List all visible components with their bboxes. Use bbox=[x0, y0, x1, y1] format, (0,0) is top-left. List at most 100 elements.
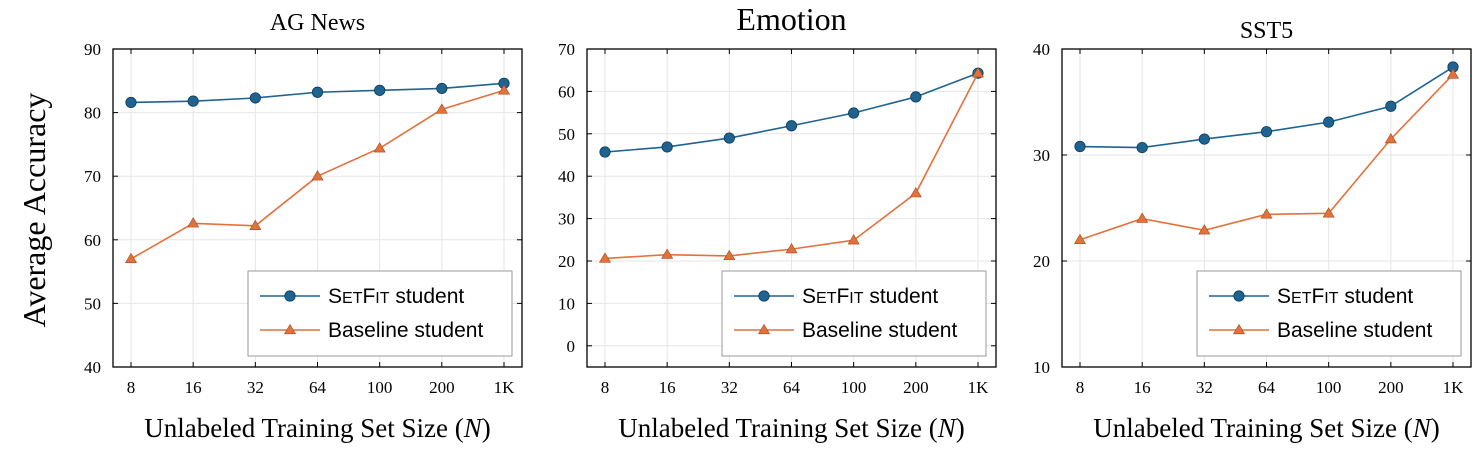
data-point bbox=[436, 82, 448, 95]
y-tick-label: 60 bbox=[558, 82, 575, 101]
chart-title: SST5 bbox=[1240, 18, 1293, 44]
x-tick-label: 16 bbox=[185, 378, 202, 397]
x-tick-label: 64 bbox=[783, 378, 801, 397]
data-point bbox=[785, 243, 798, 254]
legend-name-part: S bbox=[1277, 285, 1291, 308]
series-baseline-student bbox=[124, 84, 511, 264]
data-point bbox=[1073, 233, 1087, 244]
data-point bbox=[1384, 133, 1397, 144]
data-point bbox=[723, 132, 735, 144]
data-point bbox=[785, 120, 798, 132]
legend-marker bbox=[757, 323, 771, 335]
data-point bbox=[311, 86, 324, 98]
x-axis-label: Unlabeled Training Set Size (N) bbox=[144, 413, 490, 443]
data-point bbox=[1446, 68, 1460, 79]
legend-marker bbox=[283, 323, 297, 335]
legend-box bbox=[1196, 270, 1462, 357]
x-tick-label: 100 bbox=[367, 378, 393, 397]
x-tick-label: 64 bbox=[309, 378, 327, 397]
chart-title: AG News bbox=[270, 10, 365, 36]
legend-marker bbox=[1232, 323, 1246, 335]
x-tick-label: 200 bbox=[903, 378, 929, 397]
y-tick-label: 30 bbox=[558, 210, 575, 229]
x-tick-label: 1K bbox=[968, 378, 990, 397]
legend-name-part: F bbox=[1311, 285, 1324, 308]
data-point bbox=[1136, 212, 1149, 223]
legend-name-part: student bbox=[390, 285, 465, 308]
x-tick-label: 16 bbox=[1134, 378, 1151, 397]
data-point bbox=[1074, 140, 1086, 153]
y-tick-label: 80 bbox=[84, 104, 101, 123]
legend-name-smallcaps: IT bbox=[1324, 290, 1338, 307]
series-setfit-student bbox=[599, 67, 984, 158]
x-tick-label: 32 bbox=[721, 378, 738, 397]
x-tick-label: 1K bbox=[494, 378, 516, 397]
y-tick-label: 60 bbox=[84, 231, 101, 250]
legend: SETFIT student Baseline student bbox=[247, 270, 513, 357]
chart-title: Emotion bbox=[736, 1, 846, 37]
y-tick-label: 30 bbox=[1033, 146, 1050, 165]
legend-name-smallcaps: IT bbox=[375, 290, 389, 307]
x-axis-label-variable: N bbox=[937, 413, 958, 443]
y-tick-label: 0 bbox=[567, 337, 576, 356]
y-tick-label: 40 bbox=[1033, 40, 1050, 59]
chart-panel-3: 8 16 32 64 100 200 1K 10 20 30 40 SST5 Unlabeled Tra… bbox=[1033, 18, 1472, 443]
legend-marker bbox=[1233, 290, 1245, 302]
y-tick-label: 40 bbox=[84, 358, 101, 377]
legend-box bbox=[247, 270, 513, 357]
x-axis-label: Unlabeled Training Set Size (N) bbox=[1093, 413, 1439, 443]
data-point bbox=[598, 252, 612, 263]
legend-entry-label: Baseline student bbox=[1277, 319, 1432, 342]
x-axis-label-close: ) bbox=[482, 413, 491, 443]
data-point bbox=[1198, 133, 1210, 145]
x-tick-label: 8 bbox=[601, 378, 610, 397]
data-point bbox=[909, 187, 922, 198]
data-point bbox=[311, 170, 324, 181]
x-tick-label: 8 bbox=[1076, 378, 1085, 397]
y-tick-label: 70 bbox=[84, 167, 101, 186]
x-tick-label: 1K bbox=[1443, 378, 1465, 397]
data-point bbox=[1385, 100, 1397, 112]
y-tick-label: 90 bbox=[84, 40, 101, 59]
x-axis-label-close: ) bbox=[956, 413, 965, 443]
chart-panel-2: 8 16 32 64 100 200 1K 0 10 20 30 40 50 60 70 Emotion Unl… bbox=[558, 1, 997, 443]
legend-name-part: S bbox=[328, 285, 342, 308]
x-axis-label-text: Unlabeled Training Set Size ( bbox=[1093, 413, 1412, 443]
data-point bbox=[847, 234, 860, 245]
y-tick-label: 50 bbox=[84, 294, 101, 313]
x-tick-label: 64 bbox=[1258, 378, 1276, 397]
legend-name-part: S bbox=[802, 285, 816, 308]
data-point bbox=[661, 141, 673, 153]
data-point bbox=[435, 103, 448, 114]
data-point bbox=[125, 96, 137, 109]
y-axis-label: Average Accuracy bbox=[16, 93, 52, 328]
legend-name-part: F bbox=[362, 285, 375, 308]
data-point bbox=[1260, 126, 1273, 138]
x-axis-label-close: ) bbox=[1431, 413, 1440, 443]
data-point bbox=[971, 67, 985, 78]
x-axis-label-text: Unlabeled Training Set Size ( bbox=[144, 413, 463, 443]
legend-entry-label: Baseline student bbox=[802, 319, 957, 342]
data-point bbox=[373, 142, 386, 153]
y-tick-label: 20 bbox=[558, 252, 575, 271]
y-tick-label: 70 bbox=[558, 40, 575, 59]
data-point bbox=[848, 107, 860, 119]
data-point bbox=[661, 248, 674, 259]
y-tick-label: 50 bbox=[558, 125, 575, 144]
x-axis-label-variable: N bbox=[463, 413, 484, 443]
legend-name-part: F bbox=[836, 285, 849, 308]
data-point bbox=[1323, 116, 1335, 128]
data-point bbox=[1322, 207, 1335, 218]
legend-name-smallcaps: IT bbox=[849, 290, 863, 307]
data-point bbox=[723, 249, 736, 261]
x-axis-label: Unlabeled Training Set Size (N) bbox=[618, 413, 964, 443]
x-tick-label: 100 bbox=[1316, 378, 1342, 397]
data-point bbox=[910, 91, 922, 103]
legend-marker bbox=[758, 290, 770, 302]
x-tick-label: 16 bbox=[659, 378, 676, 397]
data-point bbox=[187, 217, 200, 228]
data-point bbox=[187, 95, 199, 107]
data-point bbox=[1260, 208, 1273, 219]
